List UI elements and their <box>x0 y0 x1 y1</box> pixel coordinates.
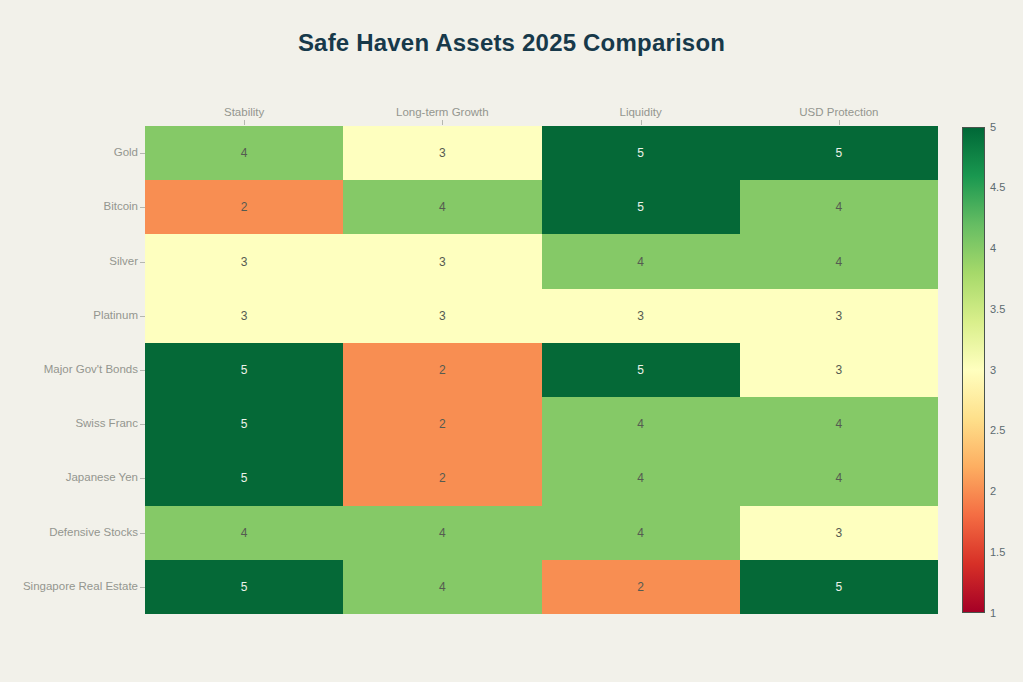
colorbar-tick-label: 1.5 <box>990 546 1005 559</box>
y-axis-label: Defensive Stocks <box>0 526 138 538</box>
y-axis-label: Major Gov't Bonds <box>0 363 138 375</box>
heatmap-cell[interactable]: 5 <box>145 560 343 614</box>
heatmap-cell[interactable]: 4 <box>145 506 343 560</box>
colorbar-tick-label: 3.5 <box>990 303 1005 316</box>
heatmap-cell[interactable]: 5 <box>542 343 740 397</box>
y-axis-tick <box>140 424 145 425</box>
heatmap-cell[interactable]: 4 <box>740 234 938 288</box>
colorbar-tick-label: 2.5 <box>990 424 1005 437</box>
heatmap-cell[interactable]: 3 <box>343 234 541 288</box>
y-axis-label: Swiss Franc <box>0 417 138 429</box>
y-axis-label: Silver <box>0 255 138 267</box>
heatmap-cell[interactable]: 5 <box>145 451 343 505</box>
y-axis-tick <box>140 478 145 479</box>
heatmap-cell[interactable]: 4 <box>343 506 541 560</box>
x-axis-tick <box>244 120 245 125</box>
colorbar <box>962 127 985 613</box>
heatmap-cell[interactable]: 3 <box>542 289 740 343</box>
heatmap-cell[interactable]: 3 <box>343 289 541 343</box>
heatmap-cell[interactable]: 3 <box>145 234 343 288</box>
heatmap-cell[interactable]: 4 <box>740 451 938 505</box>
heatmap-cell[interactable]: 5 <box>542 126 740 180</box>
colorbar-tick-label: 1 <box>990 607 996 620</box>
x-axis-label: Liquidity <box>620 106 662 118</box>
colorbar-tick-label: 4 <box>990 242 996 255</box>
heatmap-cell[interactable]: 3 <box>740 506 938 560</box>
heatmap-cell[interactable]: 2 <box>343 343 541 397</box>
heatmap-cell[interactable]: 3 <box>343 126 541 180</box>
heatmap-cell[interactable]: 5 <box>542 180 740 234</box>
heatmap-cell[interactable]: 3 <box>740 343 938 397</box>
y-axis-tick <box>140 316 145 317</box>
heatmap-cell[interactable]: 2 <box>343 397 541 451</box>
heatmap-cell[interactable]: 4 <box>145 126 343 180</box>
y-axis-label: Bitcoin <box>0 200 138 212</box>
heatmap-cell[interactable]: 4 <box>542 397 740 451</box>
heatmap-cell[interactable]: 3 <box>145 289 343 343</box>
y-axis-tick <box>140 153 145 154</box>
heatmap-cell[interactable]: 4 <box>343 560 541 614</box>
heatmap-cell[interactable]: 5 <box>145 343 343 397</box>
heatmap-cell[interactable]: 4 <box>740 397 938 451</box>
chart-canvas: Safe Haven Assets 2025 Comparison Stabil… <box>0 0 1023 682</box>
x-axis-tick <box>641 120 642 125</box>
heatmap-cell[interactable]: 4 <box>542 234 740 288</box>
heatmap-cell[interactable]: 2 <box>343 451 541 505</box>
heatmap-cell[interactable]: 4 <box>740 180 938 234</box>
y-axis-tick <box>140 587 145 588</box>
x-axis-tick <box>839 120 840 125</box>
y-axis-label: Platinum <box>0 309 138 321</box>
y-axis-label: Gold <box>0 146 138 158</box>
heatmap-cell[interactable]: 2 <box>542 560 740 614</box>
heatmap-cell[interactable]: 4 <box>542 451 740 505</box>
colorbar-tick-label: 3 <box>990 364 996 377</box>
heatmap-grid: 435524543344333352535244524444435425 <box>145 126 938 614</box>
heatmap-cell[interactable]: 5 <box>145 397 343 451</box>
y-axis-tick <box>140 207 145 208</box>
y-axis-tick <box>140 262 145 263</box>
y-axis-tick <box>140 533 145 534</box>
y-axis-label: Singapore Real Estate <box>0 580 138 592</box>
heatmap-cell[interactable]: 4 <box>542 506 740 560</box>
chart-title: Safe Haven Assets 2025 Comparison <box>0 29 1023 57</box>
x-axis-label: USD Protection <box>799 106 878 118</box>
y-axis-label: Japanese Yen <box>0 471 138 483</box>
x-axis-tick <box>442 120 443 125</box>
x-axis-label: Stability <box>224 106 264 118</box>
heatmap-cell[interactable]: 5 <box>740 126 938 180</box>
colorbar-tick-label: 4.5 <box>990 181 1005 194</box>
heatmap-cell[interactable]: 3 <box>740 289 938 343</box>
x-axis-label: Long-term Growth <box>396 106 489 118</box>
heatmap-cell[interactable]: 2 <box>145 180 343 234</box>
heatmap-cell[interactable]: 5 <box>740 560 938 614</box>
y-axis-tick <box>140 370 145 371</box>
colorbar-tick-label: 2 <box>990 485 996 498</box>
colorbar-tick-label: 5 <box>990 121 996 134</box>
heatmap-cell[interactable]: 4 <box>343 180 541 234</box>
